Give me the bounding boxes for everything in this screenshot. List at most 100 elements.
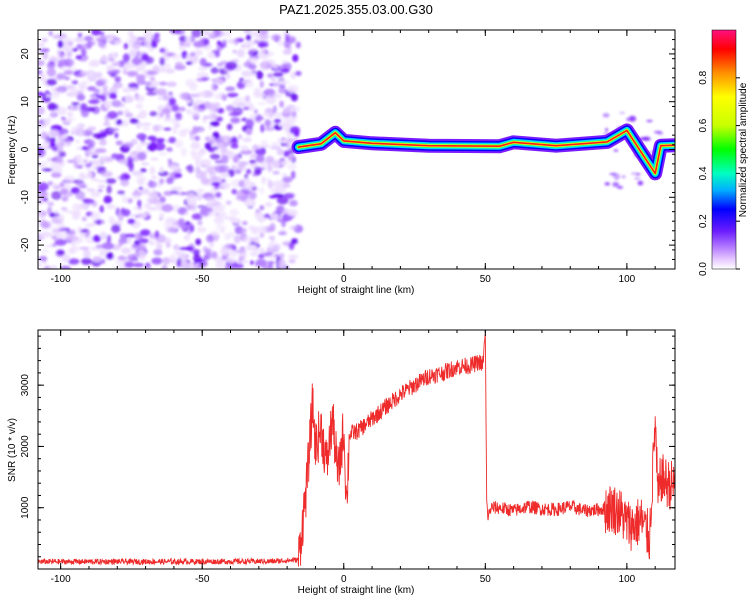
- noise-blob: [222, 39, 228, 45]
- noise-blob: [220, 135, 232, 141]
- noise-blob: [260, 186, 265, 195]
- noise-blob: [132, 194, 140, 199]
- colorbar-tick-label: 0.6: [698, 118, 709, 132]
- noise-blob: [156, 112, 161, 121]
- noise-blob: [219, 172, 230, 178]
- noise-blob: [271, 141, 279, 149]
- noise-blob: [255, 148, 265, 155]
- noise-blob: [227, 169, 235, 177]
- snr-xtick-label: 50: [480, 574, 492, 585]
- noise-blob: [205, 31, 217, 36]
- noise-blob: [73, 210, 82, 217]
- noise-blob: [249, 260, 255, 265]
- noise-blob: [213, 93, 221, 100]
- noise-blob: [158, 212, 165, 218]
- noise-blob: [76, 44, 83, 50]
- noise-blob: [145, 33, 155, 38]
- noise-blob: [150, 157, 159, 161]
- noise-blob: [272, 243, 281, 252]
- snr-line: [38, 333, 675, 567]
- noise-blob: [57, 40, 64, 49]
- noise-blob: [132, 262, 144, 268]
- noise-blob: [39, 73, 46, 82]
- noise-blob: [209, 153, 221, 160]
- noise-blob: [278, 160, 290, 164]
- noise-blob: [166, 147, 173, 152]
- noise-blob: [88, 171, 93, 180]
- noise-blob: [109, 128, 120, 132]
- noise-blob: [81, 109, 89, 118]
- noise-blob: [143, 40, 151, 48]
- noise-blob: [91, 159, 101, 165]
- noise-blob: [77, 226, 82, 232]
- noise-blob: [40, 131, 48, 140]
- noise-blob: [653, 130, 662, 134]
- noise-blob: [163, 222, 170, 226]
- noise-blob: [639, 137, 648, 141]
- noise-blob: [195, 165, 201, 174]
- noise-blob: [159, 166, 164, 173]
- noise-blob: [88, 99, 100, 105]
- noise-blob: [288, 153, 294, 162]
- noise-blob: [136, 133, 147, 140]
- noise-blob: [226, 123, 233, 131]
- noise-blob: [246, 73, 258, 77]
- noise-blob: [253, 92, 266, 99]
- noise-blob: [219, 70, 228, 75]
- noise-blob: [254, 166, 262, 174]
- noise-blob: [217, 107, 225, 114]
- noise-blob: [149, 76, 156, 81]
- noise-blob: [229, 208, 240, 216]
- noise-blob: [80, 80, 90, 85]
- noise-blob: [268, 242, 274, 249]
- noise-blob: [609, 173, 618, 176]
- noise-blob: [227, 38, 236, 44]
- noise-blob: [171, 105, 180, 112]
- noise-blob: [159, 235, 167, 243]
- noise-blob: [142, 81, 152, 85]
- noise-blob: [118, 159, 127, 164]
- noise-blob: [51, 110, 56, 117]
- noise-blob: [38, 106, 46, 115]
- noise-blob: [214, 49, 221, 58]
- noise-blob: [234, 249, 246, 254]
- noise-blob: [637, 180, 644, 186]
- noise-blob: [233, 38, 239, 46]
- noise-blob: [99, 205, 105, 213]
- noise-blob: [295, 41, 301, 49]
- noise-blob: [290, 106, 301, 112]
- snr-xlabel: Height of straight line (km): [298, 585, 415, 596]
- noise-blob: [282, 49, 292, 55]
- noise-blob: [226, 92, 239, 98]
- noise-blob: [152, 64, 161, 74]
- noise-blob: [251, 70, 257, 75]
- noise-blob: [202, 246, 208, 253]
- noise-blob: [94, 71, 103, 78]
- noise-blob: [259, 248, 265, 253]
- noise-blob: [192, 125, 198, 135]
- noise-blob: [101, 242, 114, 250]
- noise-blob: [290, 93, 298, 102]
- noise-blob: [245, 168, 252, 175]
- noise-blob: [96, 166, 104, 170]
- noise-blob: [209, 230, 220, 236]
- noise-blob: [41, 168, 53, 172]
- noise-blob: [95, 244, 106, 249]
- noise-blob: [155, 88, 167, 96]
- noise-blob: [186, 108, 192, 115]
- spectrogram-xtick-label: 100: [619, 274, 636, 285]
- noise-blob: [246, 34, 252, 41]
- spectrogram-ytick-label: 10: [20, 96, 31, 108]
- noise-blob: [174, 139, 184, 149]
- noise-blob: [129, 39, 134, 48]
- noise-blob: [184, 211, 190, 216]
- noise-blob: [210, 67, 219, 74]
- noise-blob: [273, 181, 283, 189]
- noise-blob: [230, 117, 241, 124]
- noise-blob: [135, 94, 145, 103]
- noise-blob: [138, 213, 144, 219]
- noise-blob: [131, 57, 143, 66]
- noise-blob: [217, 78, 224, 85]
- noise-blob: [106, 204, 116, 210]
